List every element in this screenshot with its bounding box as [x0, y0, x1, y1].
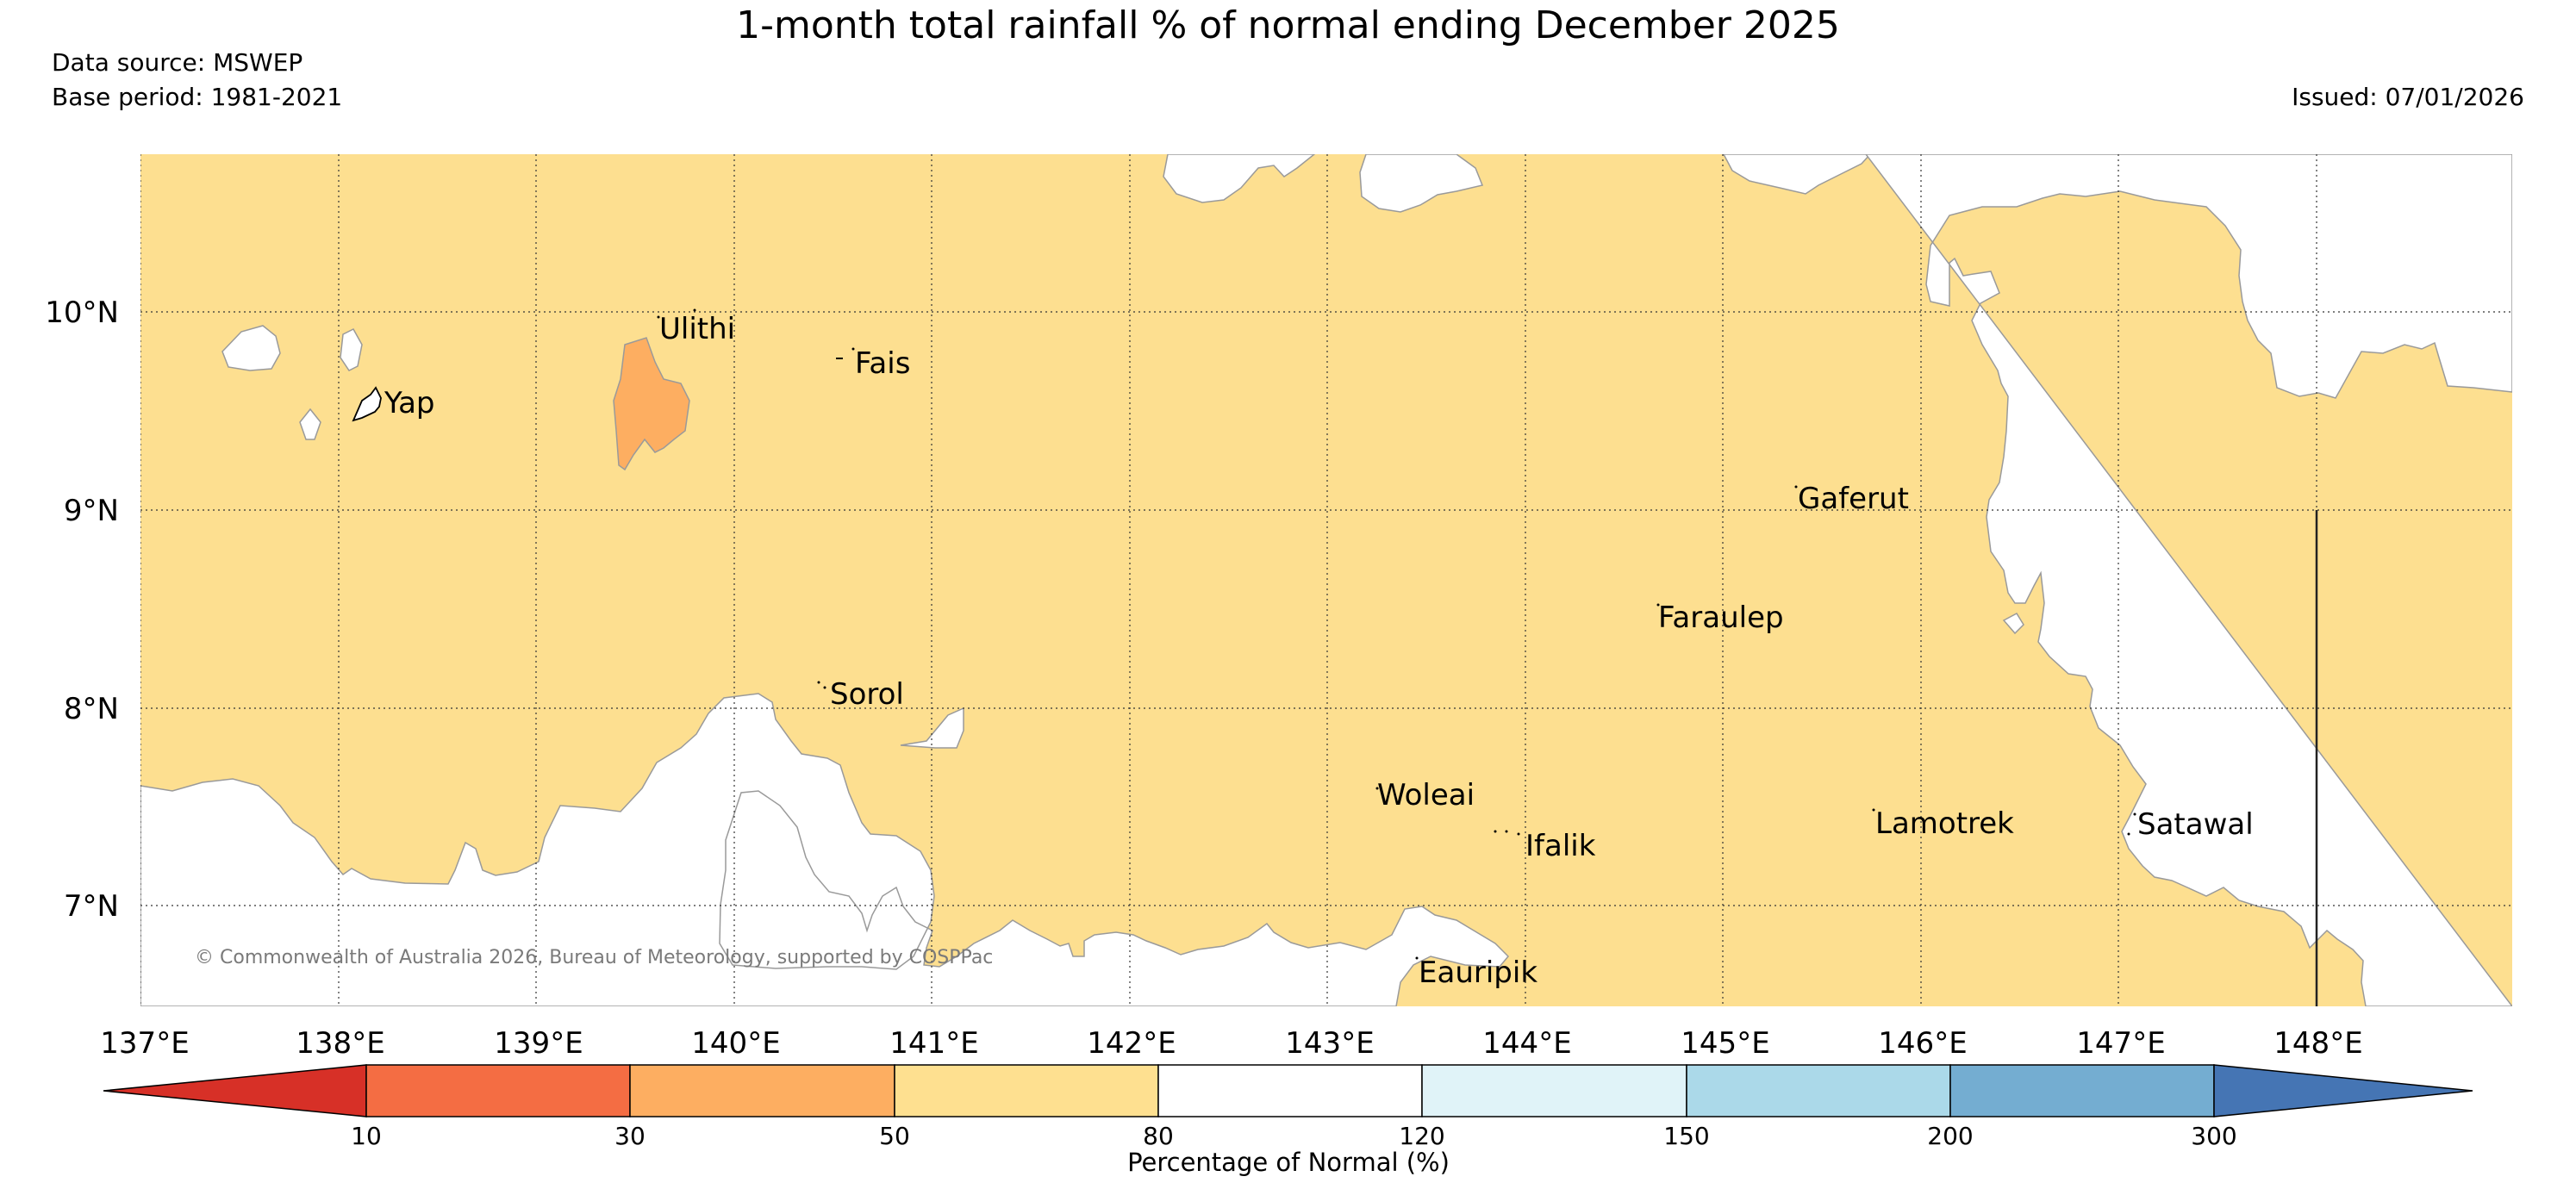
- lat-label: 8°N: [64, 692, 119, 726]
- lon-label: 144°E: [1482, 1026, 1571, 1061]
- colorbar-segment: [1686, 1064, 1951, 1117]
- region-east-island: [2002, 613, 2024, 635]
- lon-label: 142°E: [1087, 1026, 1176, 1061]
- rainfall-fill-30-50: [613, 337, 690, 471]
- place-label: Lamotrek: [1875, 806, 2014, 841]
- place-label: Fais: [855, 346, 910, 381]
- lat-label: 10°N: [45, 296, 119, 330]
- colorbar-tick-label: 300: [2191, 1122, 2236, 1150]
- place-label: Ulithi: [659, 312, 735, 346]
- region-west-blob-c: [299, 408, 321, 440]
- region-north-c: [1723, 154, 1872, 195]
- lat-label: 9°N: [64, 494, 119, 528]
- colorbar-tick-label: 150: [1663, 1122, 1709, 1150]
- place-label: Faraulep: [1658, 601, 1784, 635]
- copyright-notice: © Commonwealth of Australia 2026, Bureau…: [195, 947, 993, 968]
- region-north-b: [1359, 154, 1484, 213]
- place-label: Sorol: [830, 677, 904, 712]
- region-sorol-east: [900, 707, 964, 749]
- lon-label: 145°E: [1681, 1026, 1769, 1061]
- yap-island-outline: [352, 386, 382, 422]
- colorbar-segment: [365, 1064, 631, 1117]
- region-southwest: [140, 693, 1510, 1006]
- place-label: Yap: [384, 386, 435, 420]
- lon-label: 143°E: [1285, 1026, 1374, 1061]
- lon-label: 139°E: [494, 1026, 583, 1061]
- lon-label: 147°E: [2076, 1026, 2165, 1061]
- colorbar-tick-label: 10: [351, 1122, 382, 1150]
- place-label: Ifalik: [1525, 829, 1596, 863]
- colorbar-tick-label: 80: [1143, 1122, 1174, 1150]
- rainfall-normal-regions: [140, 154, 2512, 1006]
- colorbar-segment: [629, 1064, 895, 1117]
- lon-label: 141°E: [889, 1026, 978, 1061]
- colorbar-segment: [1949, 1064, 2215, 1117]
- lon-label: 146°E: [1878, 1026, 1967, 1061]
- place-label: Eauripik: [1419, 956, 1537, 990]
- base-period: Base period: 1981-2021: [52, 83, 343, 111]
- region-west-blob-b: [340, 328, 363, 371]
- map-panel: [140, 154, 2512, 1006]
- colorbar-tick-label: 30: [614, 1122, 646, 1150]
- place-label: Woleai: [1377, 778, 1475, 812]
- colorbar-segment: [103, 1064, 367, 1117]
- lon-label: 138°E: [296, 1026, 384, 1061]
- colorbar-tick-label: 120: [1399, 1122, 1444, 1150]
- gridlines: [140, 154, 2512, 1006]
- data-source: Data source: MSWEP: [52, 48, 303, 77]
- lat-label: 7°N: [64, 889, 119, 924]
- map-title: 1-month total rainfall % of normal endin…: [736, 3, 1840, 47]
- colorbar-segment: [894, 1064, 1159, 1117]
- place-label: Satawal: [2137, 807, 2254, 842]
- issued-date: Issued: 07/01/2026: [2292, 83, 2524, 111]
- lon-label: 140°E: [691, 1026, 780, 1061]
- lon-label: 137°E: [100, 1026, 189, 1061]
- colorbar-segment: [2213, 1064, 2473, 1117]
- colorbar-title: Percentage of Normal (%): [1127, 1148, 1450, 1177]
- colorbar: [103, 1064, 2473, 1117]
- lon-label: 148°E: [2273, 1026, 2362, 1061]
- atoll-markers: [657, 308, 2136, 960]
- colorbar-segment: [1421, 1064, 1687, 1117]
- region-west-blob-a: [221, 325, 281, 371]
- region-east: [1865, 154, 2512, 1006]
- region-north-a: [1163, 154, 1316, 203]
- colorbar-segment: [1157, 1064, 1423, 1117]
- colorbar-tick-label: 200: [1927, 1122, 1973, 1150]
- place-label: Gaferut: [1798, 482, 1909, 516]
- colorbar-tick-label: 50: [879, 1122, 910, 1150]
